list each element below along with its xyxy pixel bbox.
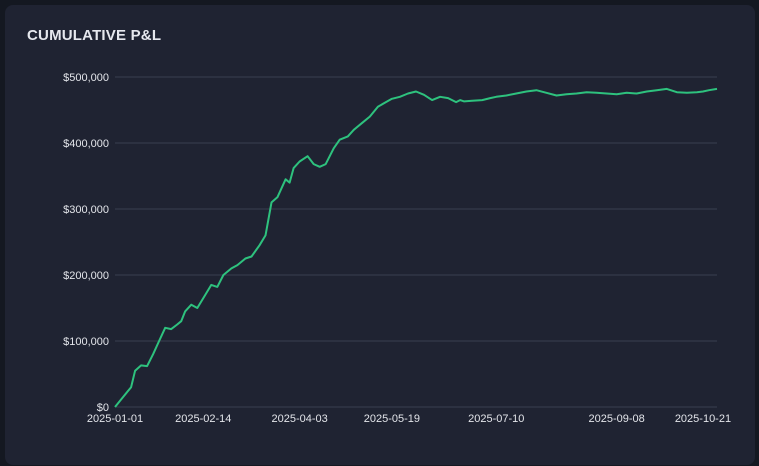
y-tick-label: $500,000 <box>63 72 109 84</box>
x-axis-ticks: 2025-01-01 2025-02-14 2025-04-03 2025-05-19… <box>87 413 731 425</box>
y-tick-label: $400,000 <box>63 138 109 150</box>
y-tick-label: $100,000 <box>63 336 109 348</box>
x-tick-label: 2025-04-03 <box>271 413 327 425</box>
cumulative-pnl-chart: $0 $100,000 $200,000 $300,000 $400,000 $500,0… <box>63 72 731 425</box>
x-tick-label: 2025-07-10 <box>468 413 524 425</box>
y-axis-ticks: $0 $100,000 $200,000 $300,000 $400,000 $500,0… <box>63 72 109 414</box>
gridlines <box>115 76 717 408</box>
y-tick-label: $0 <box>97 402 109 414</box>
chart-card: CUMULATIVE P&L $0 $100,000 $200,000 $300,00… <box>5 5 755 465</box>
y-tick-label: $300,000 <box>63 204 109 216</box>
series-line <box>114 87 718 408</box>
y-tick-label: $200,000 <box>63 270 109 282</box>
x-tick-label: 2025-01-01 <box>87 413 143 425</box>
x-tick-label: 2025-05-19 <box>364 413 420 425</box>
x-tick-label: 2025-10-21 <box>675 413 731 425</box>
x-tick-label: 2025-09-08 <box>589 413 645 425</box>
chart-title: CUMULATIVE P&L <box>27 27 162 44</box>
x-tick-label: 2025-02-14 <box>175 413 231 425</box>
